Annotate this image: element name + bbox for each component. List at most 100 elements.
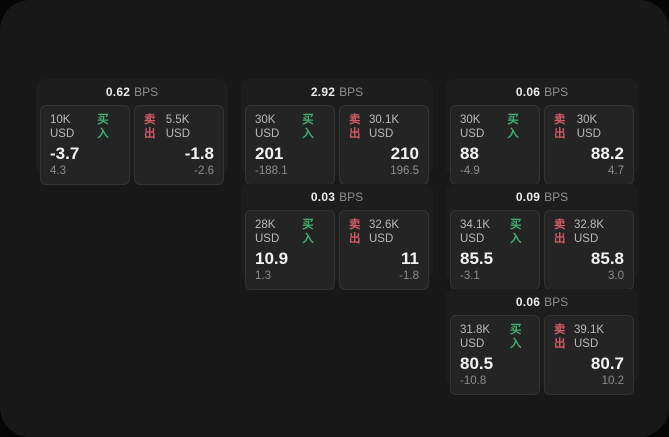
bps-value: 0.06: [515, 295, 541, 309]
sell-panel-header: 卖出 32.8K USD: [554, 218, 624, 246]
buy-panel[interactable]: 10K USD 买入 -3.7 4.3: [40, 105, 130, 185]
sell-side-label: 卖出: [554, 219, 566, 245]
sell-panel[interactable]: 卖出 39.1K USD 80.7 10.2: [544, 315, 634, 395]
card-header: 2.92 BPS: [245, 79, 429, 105]
buy-sell-panels: 28K USD 买入 10.9 1.3 卖出 32.6K USD 11 -1.8: [245, 210, 429, 290]
bps-unit-label: BPS: [339, 85, 364, 99]
sell-price: 88.2: [590, 144, 624, 163]
buy-amount: 34.1K USD: [460, 219, 491, 245]
buy-side-label: 买入: [97, 114, 109, 140]
sell-delta: 196.5: [390, 165, 419, 177]
sell-panel[interactable]: 卖出 30K USD 88.2 4.7: [544, 105, 634, 185]
buy-delta: 1.3: [255, 270, 271, 282]
card-header: 0.62 BPS: [40, 79, 224, 105]
quote-cards-grid: 0.62 BPS 10K USD 买入 -3.7 4.3 卖出 5.5K USD…: [36, 79, 638, 395]
buy-panel[interactable]: 30K USD 买入 88 -4.9: [450, 105, 540, 185]
buy-panel-header: 10K USD 买入: [50, 113, 120, 141]
bps-value: 2.92: [310, 85, 336, 99]
buy-side-label: 买入: [302, 219, 314, 245]
bps-value: 0.09: [515, 190, 541, 204]
buy-side-label: 买入: [510, 219, 522, 245]
sell-side-label: 卖出: [349, 114, 361, 140]
buy-price: 201: [255, 144, 284, 163]
sell-price: -1.8: [184, 144, 214, 163]
buy-amount: 30K USD: [460, 114, 485, 140]
buy-price: 85.5: [460, 249, 494, 268]
buy-price: 80.5: [460, 354, 494, 373]
buy-sell-panels: 31.8K USD 买入 80.5 -10.8 卖出 39.1K USD 80.…: [450, 315, 634, 395]
sell-price: 210: [390, 144, 419, 163]
sell-delta: -1.8: [399, 270, 419, 282]
bps-value: 0.06: [515, 85, 541, 99]
buy-sell-panels: 30K USD 买入 201 -188.1 卖出 30.1K USD 210 1…: [245, 105, 429, 185]
buy-panel-header: 31.8K USD 买入: [460, 323, 530, 351]
sell-panel[interactable]: 卖出 30.1K USD 210 196.5: [339, 105, 429, 185]
bps-value: 0.03: [310, 190, 336, 204]
card-header: 0.06 BPS: [450, 289, 634, 315]
card-header: 0.09 BPS: [450, 184, 634, 210]
buy-side-label: 买入: [510, 324, 522, 350]
sell-amount: 39.1K USD: [574, 324, 605, 350]
quote-card: 0.03 BPS 28K USD 买入 10.9 1.3 卖出 32.6K US…: [241, 184, 433, 290]
sell-panel-header: 卖出 5.5K USD: [144, 113, 214, 141]
bps-unit-label: BPS: [544, 190, 569, 204]
sell-side-label: 卖出: [554, 114, 566, 140]
bps-value: 0.62: [105, 85, 131, 99]
buy-panel[interactable]: 34.1K USD 买入 85.5 -3.1: [450, 210, 540, 290]
sell-side-label: 卖出: [144, 114, 156, 140]
sell-panel[interactable]: 卖出 32.6K USD 11 -1.8: [339, 210, 429, 290]
sell-side-label: 卖出: [554, 324, 566, 350]
buy-panel-header: 34.1K USD 买入: [460, 218, 530, 246]
sell-delta: -2.6: [194, 165, 214, 177]
sell-amount: 30.1K USD: [369, 114, 400, 140]
buy-side-label: 买入: [507, 114, 519, 140]
buy-delta: -188.1: [255, 165, 288, 177]
sell-panel-header: 卖出 30K USD: [554, 113, 624, 141]
sell-side-label: 卖出: [349, 219, 361, 245]
sell-amount: 32.6K USD: [369, 219, 400, 245]
bps-unit-label: BPS: [134, 85, 159, 99]
sell-price: 85.8: [590, 249, 624, 268]
buy-panel[interactable]: 28K USD 买入 10.9 1.3: [245, 210, 335, 290]
sell-panel-header: 卖出 39.1K USD: [554, 323, 624, 351]
bps-unit-label: BPS: [544, 85, 569, 99]
buy-sell-panels: 30K USD 买入 88 -4.9 卖出 30K USD 88.2 4.7: [450, 105, 634, 185]
buy-sell-panels: 34.1K USD 买入 85.5 -3.1 卖出 32.8K USD 85.8…: [450, 210, 634, 290]
quote-card: 0.06 BPS 30K USD 买入 88 -4.9 卖出 30K USD 8…: [446, 79, 638, 185]
sell-panel-header: 卖出 32.6K USD: [349, 218, 419, 246]
quote-card: 2.92 BPS 30K USD 买入 201 -188.1 卖出 30.1K …: [241, 79, 433, 185]
quote-card: 0.06 BPS 31.8K USD 买入 80.5 -10.8 卖出 39.1…: [446, 289, 638, 395]
buy-amount: 31.8K USD: [460, 324, 491, 350]
sell-price: 80.7: [590, 354, 624, 373]
buy-delta: 4.3: [50, 165, 66, 177]
buy-delta: -10.8: [460, 375, 487, 387]
sell-price: 11: [401, 249, 419, 268]
buy-price: 88: [460, 144, 479, 163]
sell-delta: 4.7: [608, 165, 624, 177]
buy-price: -3.7: [50, 144, 80, 163]
sell-panel[interactable]: 卖出 32.8K USD 85.8 3.0: [544, 210, 634, 290]
buy-panel-header: 30K USD 买入: [460, 113, 530, 141]
sell-delta: 3.0: [608, 270, 624, 282]
card-header: 0.06 BPS: [450, 79, 634, 105]
buy-delta: -3.1: [460, 270, 480, 282]
sell-amount: 30K USD: [576, 114, 601, 140]
buy-panel-header: 30K USD 买入: [255, 113, 325, 141]
sell-panel[interactable]: 卖出 5.5K USD -1.8 -2.6: [134, 105, 224, 185]
buy-panel-header: 28K USD 买入: [255, 218, 325, 246]
buy-sell-panels: 10K USD 买入 -3.7 4.3 卖出 5.5K USD -1.8 -2.…: [40, 105, 224, 185]
quote-card: 0.62 BPS 10K USD 买入 -3.7 4.3 卖出 5.5K USD…: [36, 79, 228, 185]
sell-amount: 32.8K USD: [574, 219, 605, 245]
sell-amount: 5.5K USD: [165, 114, 190, 140]
buy-panel[interactable]: 30K USD 买入 201 -188.1: [245, 105, 335, 185]
buy-delta: -4.9: [460, 165, 480, 177]
card-header: 0.03 BPS: [245, 184, 429, 210]
buy-panel[interactable]: 31.8K USD 买入 80.5 -10.8: [450, 315, 540, 395]
bps-unit-label: BPS: [544, 295, 569, 309]
buy-amount: 28K USD: [255, 219, 280, 245]
quote-card: 0.09 BPS 34.1K USD 买入 85.5 -3.1 卖出 32.8K…: [446, 184, 638, 290]
sell-panel-header: 卖出 30.1K USD: [349, 113, 419, 141]
buy-amount: 10K USD: [50, 114, 75, 140]
buy-side-label: 买入: [302, 114, 314, 140]
sell-delta: 10.2: [601, 375, 624, 387]
